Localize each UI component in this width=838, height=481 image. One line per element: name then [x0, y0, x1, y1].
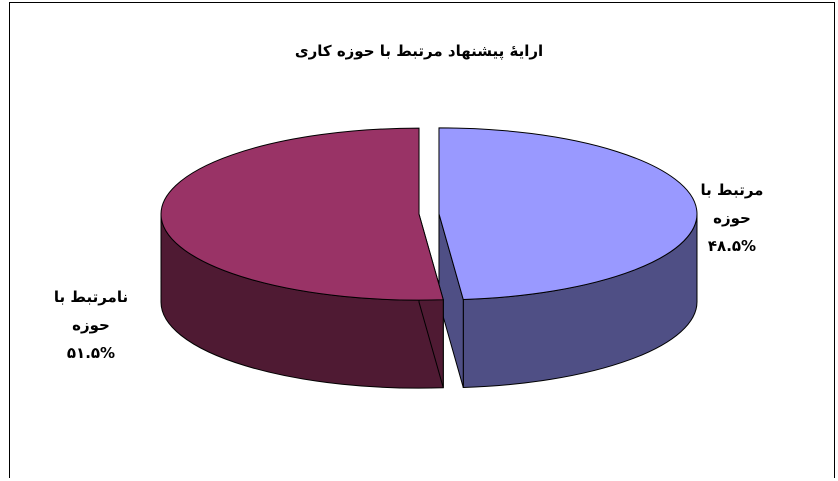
slice-name-unrelated: نامرتبط با حوزه — [53, 288, 129, 334]
chart-title: ارایۀ پیشنهاد مرتبط با حوزه کاری — [294, 42, 544, 60]
slice-top-related — [438, 127, 698, 300]
slice-label-related: مرتبط با حوزه ۴۸.۵% — [690, 176, 774, 260]
slice-value-related: ۴۸.۵% — [707, 237, 757, 255]
slice-top-unrelated — [160, 127, 444, 301]
chart-frame — [9, 2, 835, 478]
slice-label-unrelated: نامرتبط با حوزه ۵۱.۵% — [36, 283, 146, 367]
slice-name-related: مرتبط با حوزه — [700, 181, 764, 227]
slice-value-unrelated: ۵۱.۵% — [66, 344, 116, 362]
